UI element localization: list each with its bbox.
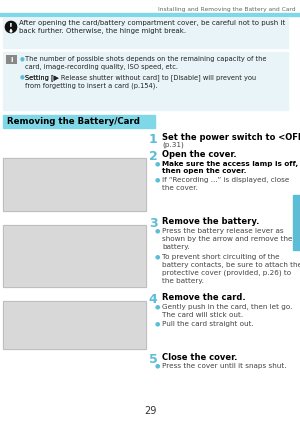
Text: ●: ● xyxy=(155,321,160,326)
Bar xyxy=(3,158,146,211)
Text: 3: 3 xyxy=(149,217,157,230)
Text: ●: ● xyxy=(155,254,160,259)
Text: ●: ● xyxy=(155,304,160,309)
Circle shape xyxy=(5,22,16,33)
Text: Remove the battery.: Remove the battery. xyxy=(162,217,260,226)
Text: If “Recording ...” is displayed, close
the cover.: If “Recording ...” is displayed, close t… xyxy=(162,177,290,191)
Bar xyxy=(3,225,146,287)
Text: 1: 1 xyxy=(148,133,158,146)
Text: Press the cover until it snaps shut.: Press the cover until it snaps shut. xyxy=(162,363,286,369)
Text: 29: 29 xyxy=(144,406,156,416)
Bar xyxy=(0,13,300,16)
Text: Open the cover.: Open the cover. xyxy=(162,150,237,159)
Text: ●: ● xyxy=(155,363,160,368)
Text: Installing and Removing the Battery and Card: Installing and Removing the Battery and … xyxy=(158,7,296,12)
Text: Setting [▶ Release shutter without card] to [Disable] will prevent you
from forg: Setting [▶ Release shutter without card]… xyxy=(25,74,256,89)
Text: After opening the card/battery compartment cover, be careful not to push it
back: After opening the card/battery compartme… xyxy=(19,20,285,34)
Bar xyxy=(6,55,17,64)
Text: 2: 2 xyxy=(148,150,158,163)
Circle shape xyxy=(10,30,12,32)
Text: then open the cover.: then open the cover. xyxy=(162,168,246,174)
Text: ●: ● xyxy=(155,228,160,233)
Bar xyxy=(3,52,288,110)
Bar xyxy=(3,301,146,349)
Text: Press the battery release lever as
shown by the arrow and remove the
battery.: Press the battery release lever as shown… xyxy=(162,228,292,250)
Text: ●: ● xyxy=(155,161,160,166)
Text: ●: ● xyxy=(155,177,160,182)
Text: ●: ● xyxy=(20,74,25,79)
Bar xyxy=(3,18,288,48)
Bar xyxy=(293,195,300,250)
Text: Close the cover.: Close the cover. xyxy=(162,353,237,362)
Bar xyxy=(3,115,155,128)
Text: Set the power switch to <OFF>.: Set the power switch to <OFF>. xyxy=(162,133,300,142)
Text: The number of possible shots depends on the remaining capacity of the
card, imag: The number of possible shots depends on … xyxy=(25,56,266,70)
Text: i: i xyxy=(10,57,13,63)
Text: Remove the card.: Remove the card. xyxy=(162,293,246,302)
Text: 4: 4 xyxy=(148,293,158,306)
Circle shape xyxy=(5,22,16,33)
Text: (p.31): (p.31) xyxy=(162,142,184,148)
Text: !: ! xyxy=(9,23,13,32)
Text: Removing the Battery/Card: Removing the Battery/Card xyxy=(7,117,140,126)
Text: ●: ● xyxy=(20,56,25,61)
Bar xyxy=(3,301,146,349)
Bar xyxy=(3,225,146,287)
Text: Make sure the access lamp is off,: Make sure the access lamp is off, xyxy=(162,161,298,167)
Text: Pull the card straight out.: Pull the card straight out. xyxy=(162,321,254,327)
Text: 5: 5 xyxy=(148,353,158,366)
Text: To prevent short circuiting of the
battery contacts, be sure to attach the
prote: To prevent short circuiting of the batte… xyxy=(162,254,300,285)
Bar xyxy=(3,158,146,211)
Text: Gently push in the card, then let go.
The card will stick out.: Gently push in the card, then let go. Th… xyxy=(162,304,292,318)
Text: Setting [▶: Setting [▶ xyxy=(25,74,61,81)
